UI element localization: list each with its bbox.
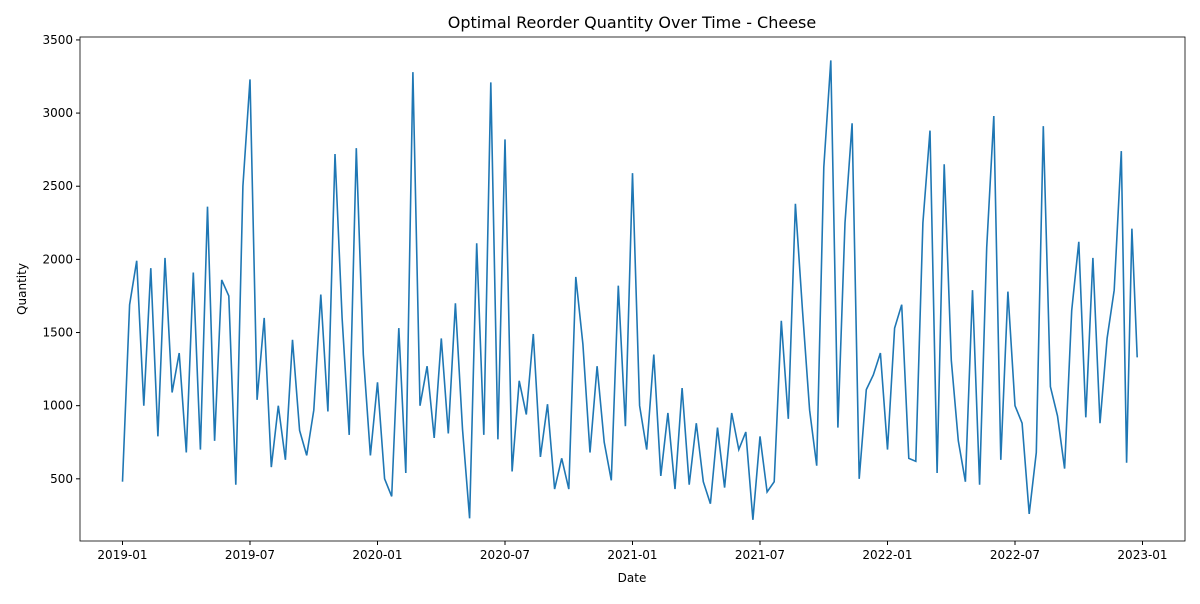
x-tick-label: 2021-01 bbox=[607, 548, 657, 562]
x-tick-label: 2020-01 bbox=[352, 548, 402, 562]
y-axis-label: Quantity bbox=[15, 263, 29, 315]
y-tick-label: 2000 bbox=[42, 252, 73, 266]
x-tick-label: 2022-07 bbox=[990, 548, 1040, 562]
data-line bbox=[121, 60, 1138, 520]
x-tick-label: 2023-01 bbox=[1117, 548, 1167, 562]
y-tick-label: 500 bbox=[50, 472, 73, 486]
plot-frame bbox=[79, 36, 1186, 542]
y-tick-label: 2500 bbox=[42, 179, 73, 193]
x-tick-label: 2021-07 bbox=[735, 548, 785, 562]
y-tick-label: 1000 bbox=[42, 399, 73, 413]
y-tick-label: 3500 bbox=[42, 33, 73, 47]
y-tick-label: 1500 bbox=[42, 326, 73, 340]
x-tick-label: 2019-01 bbox=[97, 548, 147, 562]
x-tick-label: 2022-01 bbox=[862, 548, 912, 562]
x-tick-label: 2019-07 bbox=[225, 548, 275, 562]
x-tick-label: 2020-07 bbox=[480, 548, 530, 562]
chart-title: Optimal Reorder Quantity Over Time - Che… bbox=[448, 13, 816, 32]
x-axis-label: Date bbox=[618, 571, 647, 585]
y-tick-label: 3000 bbox=[42, 106, 73, 120]
